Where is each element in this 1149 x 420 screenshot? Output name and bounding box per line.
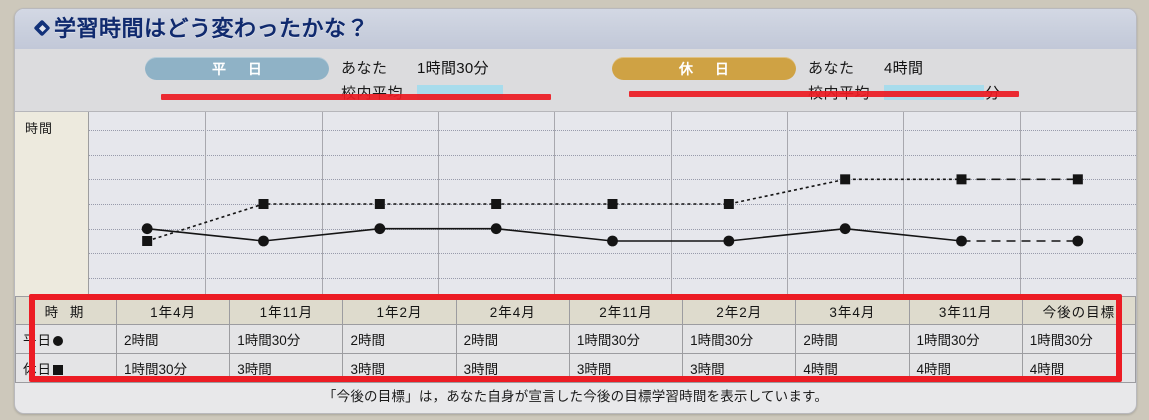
table-cell-休日-4: 3時間 xyxy=(568,353,684,383)
gridline-0 xyxy=(89,278,1136,279)
table-column-header-3: 2年4月 xyxy=(455,296,570,325)
table-cell-休日-6: 4時間 xyxy=(795,353,910,383)
data-point-休日-1年2月 xyxy=(374,199,385,209)
table-cell-休日-7: 4時間 xyxy=(908,353,1023,383)
row-label-text: 休日 xyxy=(23,362,52,377)
table-column-header-1: 1年11月 xyxy=(229,296,344,325)
gridline-6 xyxy=(89,130,1136,131)
table-row-label-休日: 休日 xyxy=(15,353,117,383)
data-point-平日-2年4月 xyxy=(490,223,502,235)
data-point-平日-2年11月 xyxy=(607,235,618,247)
table-cell-平日-6: 2時間 xyxy=(795,324,910,354)
series-line-平日 xyxy=(147,227,962,242)
column-separator-3 xyxy=(438,112,439,296)
column-separator-4 xyxy=(554,112,556,296)
table-cell-休日-1: 3時間 xyxy=(229,353,344,383)
holiday-you-row: あなた 4時間 xyxy=(808,57,1000,78)
table-column-header-4: 2年11月 xyxy=(568,296,684,325)
chart-plot-area xyxy=(89,112,1136,296)
table-cell-平日-2: 2時間 xyxy=(342,324,457,354)
holiday-pill: 休 日 xyxy=(612,57,796,80)
report-card: 学習時間はどう変わったかな？ 平 日 あなた 1時間30分 校内平均 xyxy=(14,8,1137,414)
table-cell-平日-7: 1時間30分 xyxy=(908,324,1023,354)
data-point-休日-2年4月 xyxy=(491,199,502,209)
study-time-chart: 時間 0123456 xyxy=(15,112,1136,296)
holiday-you-value: 4時間 xyxy=(884,60,924,77)
highlight-stroke-weekday xyxy=(161,94,551,100)
table-cell-休日-8: 4時間 xyxy=(1021,353,1136,383)
table-column-header-5: 2年2月 xyxy=(682,296,797,325)
table-cell-平日-4: 1時間30分 xyxy=(568,324,684,354)
table-column-header-7: 3年11月 xyxy=(908,296,1023,325)
table-header-row: 時 期 1年4月 1年11月 1年2月 2年4月 2年11月 2年2月 3年4月 3年11月 今後… xyxy=(15,296,1136,325)
table-cell-平日-0: 2時間 xyxy=(115,324,231,354)
study-time-table-wrap: 時 期 1年4月 1年11月 1年2月 2年4月 2年11月 2年2月 3年4月 3年11月 今後… xyxy=(15,296,1136,383)
table-cell-休日-0: 1時間30分 xyxy=(115,353,231,383)
data-point-休日-今後の目標 xyxy=(1072,174,1083,185)
card-title-bar: 学習時間はどう変わったかな？ xyxy=(15,9,1136,50)
data-point-平日-今後の目標 xyxy=(1072,235,1084,247)
table-column-header-8: 今後の目標 xyxy=(1021,296,1136,325)
data-point-休日-1年4月 xyxy=(142,236,153,246)
table-cell-平日-5: 1時間30分 xyxy=(682,324,797,354)
data-point-平日-3年4月 xyxy=(839,223,851,235)
y-axis-band xyxy=(15,112,89,296)
data-point-休日-2年11月 xyxy=(607,199,618,209)
weekday-pill: 平 日 xyxy=(145,57,329,80)
table-cell-休日-2: 3時間 xyxy=(342,353,457,383)
weekday-you-value: 1時間30分 xyxy=(417,60,489,77)
gridline-5 xyxy=(89,154,1136,156)
table-cell-休日-5: 3時間 xyxy=(682,353,797,383)
column-separator-6 xyxy=(787,112,788,296)
table-row: 休日 1時間30分 3時間 3時間 3時間 3時間 3時間 4時間 4時間 4時間 xyxy=(15,353,1136,383)
row-label-text: 平日 xyxy=(23,333,52,348)
page-title: 学習時間はどう変わったかな？ xyxy=(54,16,370,41)
table-row-label-平日: 平日 xyxy=(15,324,117,354)
data-point-平日-1年4月 xyxy=(141,223,153,235)
gridline-1 xyxy=(89,253,1136,255)
column-separator-7 xyxy=(903,112,905,296)
data-point-平日-2年2月 xyxy=(723,235,735,247)
square-marker-icon xyxy=(53,365,63,375)
table-column-header-0: 1年4月 xyxy=(115,296,231,325)
data-point-休日-3年11月 xyxy=(956,174,967,185)
table-cell-平日-8: 1時間30分 xyxy=(1021,324,1136,354)
weekday-you-label: あなた xyxy=(341,60,388,77)
diamond-icon xyxy=(35,21,51,37)
holiday-you-label: あなた xyxy=(808,60,855,77)
table-column-header-2: 1年2月 xyxy=(342,296,457,325)
column-separator-8 xyxy=(1019,112,1021,296)
footer-note: 「今後の目標」は，あなた自身が宣言した今後の目標学習時間を表示しています。 xyxy=(322,389,829,404)
summary-header: 平 日 あなた 1時間30分 校内平均 休 日 あなた xyxy=(15,49,1136,112)
weekday-you-row: あなた 1時間30分 xyxy=(341,57,503,78)
data-point-休日-3年4月 xyxy=(840,174,851,185)
data-point-平日-1年11月 xyxy=(258,235,269,247)
table-cell-平日-1: 1時間30分 xyxy=(229,324,344,354)
table-corner-label: 時 期 xyxy=(15,296,117,325)
table-cell-平日-3: 2時間 xyxy=(455,324,570,354)
data-point-平日-1年2月 xyxy=(374,223,386,235)
table-column-header-6: 3年4月 xyxy=(795,296,910,325)
study-time-table: 時 期 1年4月 1年11月 1年2月 2年4月 2年11月 2年2月 3年4月 3年11月 今後… xyxy=(15,296,1136,383)
chart-series-layer xyxy=(141,174,1084,247)
highlight-stroke-holiday xyxy=(629,91,1019,97)
circle-marker-icon xyxy=(53,336,63,346)
data-point-休日-2年2月 xyxy=(723,199,734,209)
table-row: 平日 2時間 1時間30分 2時間 2時間 1時間30分 1時間30分 2時間 1時間30分 1時… xyxy=(15,324,1136,354)
gridline-4 xyxy=(89,179,1136,181)
series-line-休日 xyxy=(146,178,962,242)
column-separator-1 xyxy=(205,112,207,296)
data-point-休日-1年11月 xyxy=(258,199,269,209)
gridline-2 xyxy=(89,228,1136,230)
y-axis-title: 時間 xyxy=(25,121,54,136)
holiday-summary-group: 休 日 あなた 4時間 校内平均 分 xyxy=(612,57,1000,103)
table-cell-休日-3: 3時間 xyxy=(455,353,570,383)
data-point-平日-3年11月 xyxy=(956,235,967,247)
